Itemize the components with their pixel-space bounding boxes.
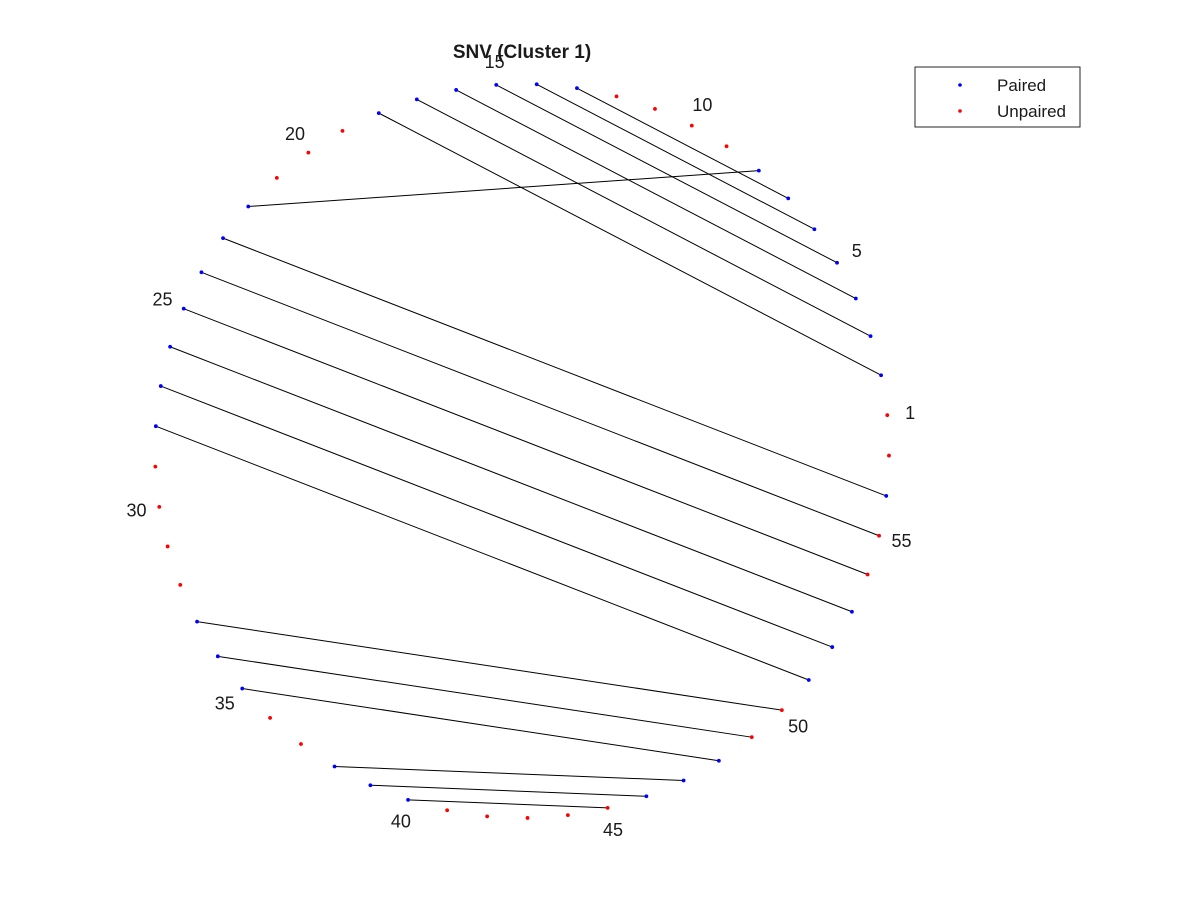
unpaired-point-42 [485, 814, 490, 819]
paired-point-39 [368, 783, 373, 788]
paired-point-48 [716, 758, 721, 763]
unpaired-point-37 [299, 742, 303, 746]
pair-line-40-45 [408, 799, 608, 809]
paired-point-33 [195, 619, 199, 624]
unpaired-point-49 [749, 735, 754, 740]
pair-line-2-18 [378, 112, 882, 376]
position-label-10: 10 [692, 95, 712, 115]
paired-point-24 [199, 270, 204, 275]
unpaired-point-12 [614, 94, 619, 99]
unpaired-point-45 [605, 805, 610, 810]
unpaired-point-54 [865, 572, 870, 577]
pair-line-4-16 [455, 89, 857, 299]
legend-paired-marker [958, 83, 962, 87]
paired-point-51 [806, 678, 811, 682]
position-label-25: 25 [153, 290, 173, 310]
position-label-45: 45 [603, 820, 623, 840]
legend-paired-label: Paired [997, 76, 1046, 95]
pair-line-7-13 [576, 87, 789, 199]
unpaired-point-19 [340, 129, 345, 133]
paired-point-35 [240, 686, 245, 691]
paired-point-26 [168, 344, 173, 349]
position-label-40: 40 [391, 812, 411, 832]
paired-point-40 [406, 797, 410, 802]
pair-line-27-52 [160, 385, 833, 648]
unpaired-point-55 [877, 533, 881, 538]
paired-point-13 [575, 86, 579, 91]
paired-point-47 [681, 778, 686, 783]
paired-point-8 [756, 168, 761, 173]
pair-line-26-53 [169, 346, 853, 613]
pair-line-33-50 [197, 621, 782, 711]
unpaired-point-29 [153, 464, 158, 469]
pair-line-23-56 [222, 237, 887, 497]
paired-point-22 [246, 204, 251, 209]
unpaired-point-1 [885, 413, 890, 418]
position-points [153, 82, 891, 820]
pair-lines [155, 83, 887, 809]
position-label-30: 30 [127, 500, 147, 520]
pair-line-3-17 [416, 98, 871, 337]
paired-point-4 [853, 296, 858, 301]
paired-point-17 [414, 97, 419, 102]
pair-line-24-55 [201, 271, 880, 537]
legend-unpaired-marker [958, 109, 962, 113]
legend-box [914, 66, 1081, 128]
legend-unpaired-label: Unpaired [997, 102, 1066, 121]
position-label-15: 15 [485, 52, 505, 72]
paired-point-46 [644, 794, 649, 799]
position-label-35: 35 [215, 693, 235, 713]
unpaired-point-10 [689, 123, 694, 128]
unpaired-point-41 [445, 808, 450, 813]
position-label-5: 5 [852, 241, 862, 261]
position-label-50: 50 [788, 716, 808, 736]
paired-point-2 [879, 373, 883, 378]
pair-line-35-48 [242, 688, 719, 762]
unpaired-point-31 [165, 544, 170, 549]
paired-point-27 [158, 384, 163, 388]
unpaired-point-30 [157, 504, 162, 509]
position-label-55: 55 [891, 531, 911, 551]
unpaired-point-9 [724, 144, 729, 149]
unpaired-point-50 [779, 708, 784, 713]
unpaired-point-21 [274, 176, 279, 180]
paired-point-25 [181, 306, 186, 311]
unpaired-point-57 [887, 453, 891, 458]
pair-line-38-47 [334, 766, 684, 782]
paired-point-14 [534, 82, 539, 87]
pair-line-34-49 [217, 655, 752, 738]
paired-point-23 [221, 236, 225, 241]
unpaired-point-43 [525, 816, 530, 820]
pair-line-25-54 [183, 308, 868, 575]
paired-point-3 [868, 334, 873, 339]
paired-point-5 [835, 260, 839, 265]
position-label-20: 20 [285, 124, 305, 144]
legend: Paired Unpaired [914, 66, 1081, 128]
paired-point-38 [332, 764, 337, 769]
pair-line-28-51 [155, 425, 809, 681]
paired-point-56 [884, 494, 889, 498]
unpaired-point-36 [268, 715, 272, 720]
paired-point-15 [494, 83, 499, 87]
unpaired-point-44 [565, 813, 570, 818]
pair-line-5-15 [496, 84, 838, 264]
paired-point-18 [376, 111, 381, 115]
pair-line-8-22 [248, 170, 759, 208]
paired-point-34 [215, 654, 220, 659]
unpaired-point-11 [653, 107, 657, 111]
paired-point-16 [454, 88, 459, 92]
paired-point-6 [812, 227, 817, 232]
pair-line-39-46 [370, 784, 647, 797]
paired-point-28 [153, 424, 158, 429]
paired-point-7 [786, 196, 791, 201]
unpaired-point-20 [306, 150, 311, 155]
chart-title: SNV (Cluster 1) [453, 42, 591, 63]
paired-point-52 [830, 645, 835, 649]
unpaired-point-32 [178, 582, 183, 587]
paired-point-53 [850, 609, 854, 614]
pair-line-6-14 [536, 83, 815, 230]
position-label-1: 1 [905, 403, 915, 423]
